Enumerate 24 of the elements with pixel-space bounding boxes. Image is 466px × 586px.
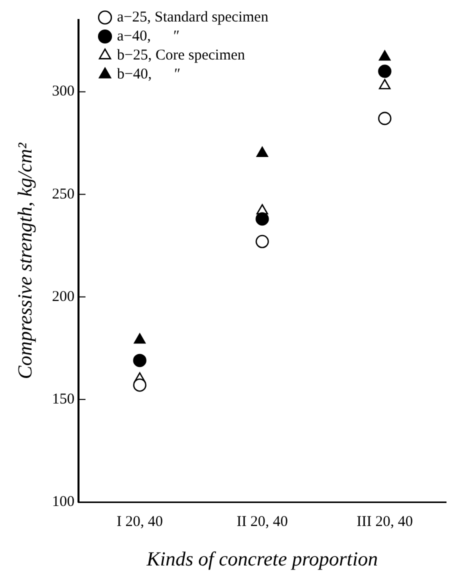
point (378, 50, 391, 61)
legend-label: b−40, ″ (117, 66, 180, 82)
x-axis-title: Kinds of concrete proportion (146, 548, 378, 570)
point (256, 212, 269, 226)
point (256, 146, 268, 157)
x-tick-label: I 20, 40 (116, 514, 163, 530)
y-axis-title: Compressive strength, kg/cm² (14, 142, 36, 380)
y-tick-label: 100 (52, 494, 74, 510)
legend-label: a−40, ″ (117, 28, 180, 44)
point (378, 78, 391, 90)
y-tick-label: 150 (52, 391, 74, 408)
point (378, 64, 392, 78)
point (134, 333, 146, 344)
point (133, 378, 146, 392)
legend-label: b−25, Core specimen (117, 47, 246, 64)
y-tick-label: 200 (52, 288, 74, 305)
legend-label: a−25, Standard specimen (117, 9, 269, 26)
point (378, 112, 392, 126)
x-tick-label: III 20, 40 (356, 514, 413, 530)
point (256, 234, 269, 248)
y-tick-label: 250 (52, 186, 74, 202)
x-tick-label: II 20, 40 (236, 514, 288, 530)
y-tick-label: 300 (52, 84, 74, 100)
point (133, 354, 146, 368)
